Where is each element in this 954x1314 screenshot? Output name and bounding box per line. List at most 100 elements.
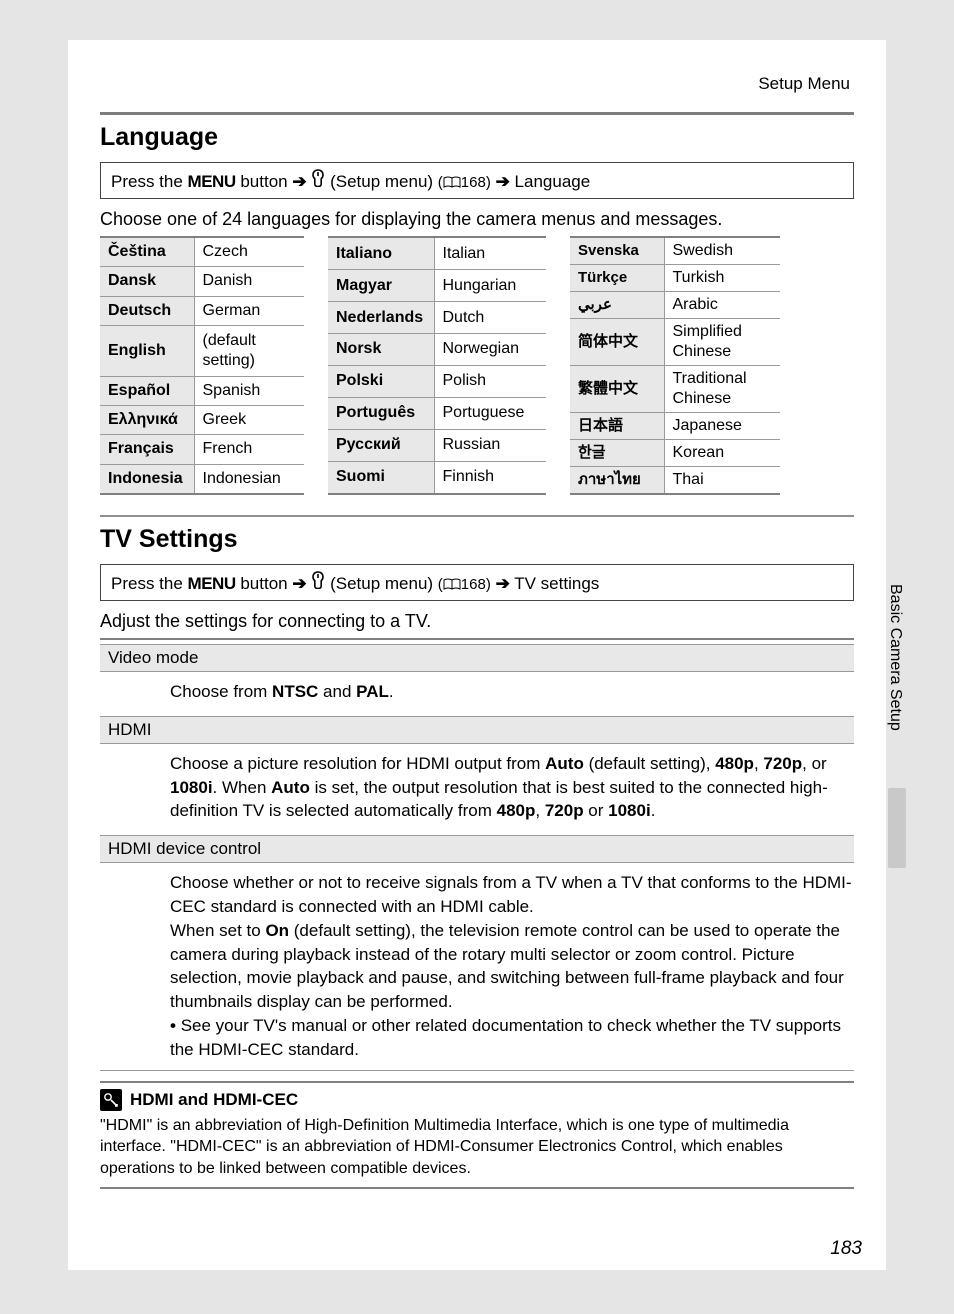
language-row: 简体中文Simplified Chinese: [570, 319, 780, 366]
language-table-3: SvenskaSwedishTürkçeTurkishعربيArabic简体中…: [570, 236, 780, 495]
language-row: PolskiPolish: [328, 365, 546, 397]
language-native: Português: [328, 397, 434, 429]
language-english: Japanese: [664, 413, 780, 440]
text: (default setting),: [584, 754, 715, 773]
language-native: 日本語: [570, 413, 664, 440]
text: , or: [802, 754, 827, 773]
hdmi-label: HDMI: [100, 716, 854, 744]
language-native: Русский: [328, 429, 434, 461]
language-english: Arabic: [664, 292, 780, 319]
language-row: NederlandsDutch: [328, 302, 546, 334]
note-box: HDMI and HDMI-CEC "HDMI" is an abbreviat…: [100, 1081, 854, 1190]
language-row: PortuguêsPortuguese: [328, 397, 546, 429]
text: .: [389, 682, 394, 701]
book-icon: (168): [438, 174, 491, 191]
res-bold: 1080i: [608, 801, 651, 820]
header-rule: [100, 112, 854, 115]
language-english: Simplified Chinese: [664, 319, 780, 366]
tv-options-top-rule: [100, 638, 854, 640]
language-native: Türkçe: [570, 265, 664, 292]
language-row: FrançaisFrench: [100, 435, 304, 464]
arrow-icon: ➔: [292, 172, 306, 191]
language-english: Turkish: [664, 265, 780, 292]
language-row: عربيArabic: [570, 292, 780, 319]
side-tab: Basic Camera Setup: [886, 580, 944, 910]
language-table-1: ČeštinaCzechDanskDanishDeutschGermanEngl…: [100, 236, 304, 495]
tv-intro: Adjust the settings for connecting to a …: [100, 611, 854, 632]
nav-word-button: button: [240, 172, 287, 191]
language-native: Español: [100, 376, 194, 405]
text: When set to: [170, 921, 265, 940]
nav-word-button: button: [240, 574, 287, 593]
note-body: "HDMI" is an abbreviation of High-Defini…: [100, 1115, 854, 1180]
language-row: NorskNorwegian: [328, 334, 546, 366]
hdc-p2: When set to On (default setting), the te…: [170, 919, 854, 1014]
header-section: Setup Menu: [100, 74, 854, 94]
language-row: ItalianoItalian: [328, 237, 546, 270]
language-tables: ČeštinaCzechDanskDanishDeutschGermanEngl…: [100, 236, 854, 495]
auto-bold: Auto: [271, 778, 310, 797]
language-english: Korean: [664, 440, 780, 467]
language-row: DeutschGerman: [100, 296, 304, 325]
language-native: Français: [100, 435, 194, 464]
language-nav-box: Press the MENU button ➔ (Setup menu) (16…: [100, 162, 854, 199]
language-row: EspañolSpanish: [100, 376, 304, 405]
language-native: Svenska: [570, 237, 664, 265]
wrench-icon: [311, 571, 325, 594]
tv-nav-box: Press the MENU button ➔ (Setup menu) (16…: [100, 564, 854, 601]
note-pencil-icon: [100, 1089, 122, 1111]
menu-button-label: MENU: [188, 574, 236, 593]
text: ,: [754, 754, 763, 773]
side-tab-label: Basic Camera Setup: [886, 580, 904, 780]
language-native: عربي: [570, 292, 664, 319]
text: Choose from: [170, 682, 272, 701]
language-english: Spanish: [194, 376, 304, 405]
language-english: Thai: [664, 467, 780, 495]
language-row: SuomiFinnish: [328, 461, 546, 494]
text: and: [318, 682, 356, 701]
page-number: 183: [830, 1238, 862, 1260]
pal-bold: PAL: [356, 682, 389, 701]
language-row: ภาษาไทยThai: [570, 467, 780, 495]
language-english: Dutch: [434, 302, 546, 334]
nav-prefix: Press the: [111, 574, 183, 593]
text: . When: [213, 778, 272, 797]
language-row: 繁體中文Traditional Chinese: [570, 366, 780, 413]
res-bold: 720p: [545, 801, 584, 820]
language-row: РусскийRussian: [328, 429, 546, 461]
res-bold: 720p: [763, 754, 802, 773]
page-ref: 168): [461, 174, 491, 191]
language-english: Italian: [434, 237, 546, 270]
tv-heading: TV Settings: [100, 525, 854, 554]
language-english: Traditional Chinese: [664, 366, 780, 413]
res-bold: 480p: [715, 754, 754, 773]
page-ref: 168): [461, 576, 491, 593]
language-row: MagyarHungarian: [328, 270, 546, 302]
language-english: German: [194, 296, 304, 325]
ntsc-bold: NTSC: [272, 682, 318, 701]
language-english: (default setting): [194, 325, 304, 376]
video-mode-label: Video mode: [100, 644, 854, 672]
language-row: 日本語Japanese: [570, 413, 780, 440]
res-bold: 1080i: [170, 778, 213, 797]
menu-button-label: MENU: [188, 172, 236, 191]
language-english: Portuguese: [434, 397, 546, 429]
language-row: 한글Korean: [570, 440, 780, 467]
note-title: HDMI and HDMI-CEC: [130, 1090, 298, 1110]
language-intro: Choose one of 24 languages for displayin…: [100, 209, 854, 230]
language-native: English: [100, 325, 194, 376]
language-native: Indonesia: [100, 464, 194, 494]
text: or: [584, 801, 609, 820]
nav-setup: (Setup menu): [330, 172, 433, 191]
language-english: Indonesian: [194, 464, 304, 494]
language-native: 한글: [570, 440, 664, 467]
section-rule: [100, 515, 854, 517]
nav-target: Language: [515, 172, 591, 191]
arrow-icon: ➔: [496, 574, 510, 593]
hdmi-body: Choose a picture resolution for HDMI out…: [100, 744, 854, 831]
text: ,: [535, 801, 544, 820]
language-native: Magyar: [328, 270, 434, 302]
language-native: Polski: [328, 365, 434, 397]
arrow-icon: ➔: [292, 574, 306, 593]
tv-options-bottom-rule: [100, 1070, 854, 1071]
